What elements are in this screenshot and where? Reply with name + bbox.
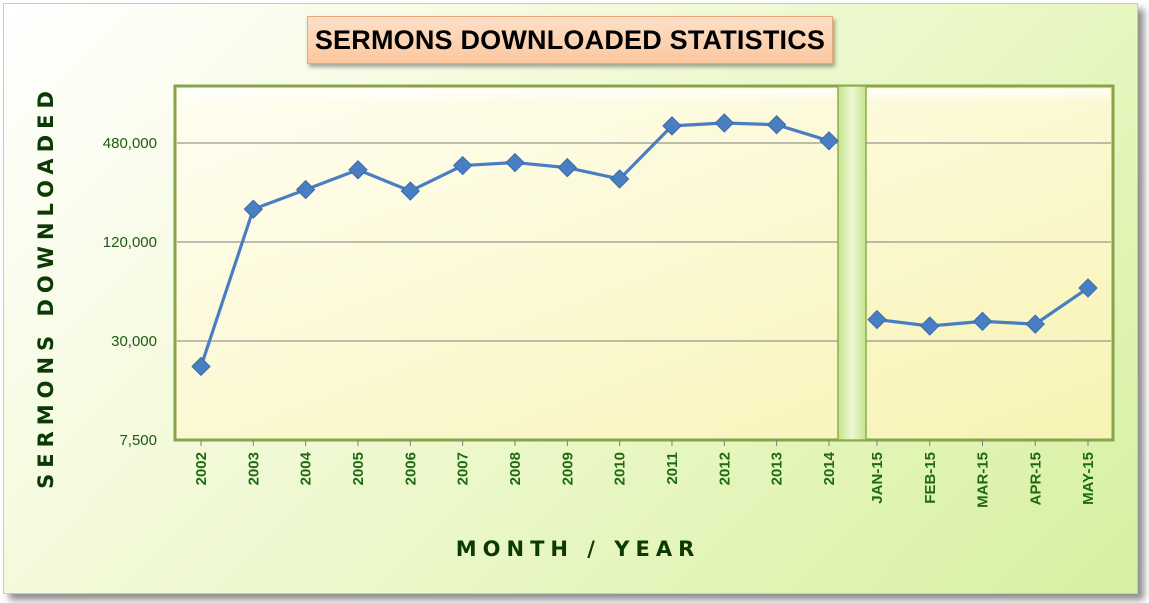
x-tick-label: 2011 [664, 452, 681, 485]
x-tick-label: 2002 [193, 452, 210, 485]
x-tick-label: APR-15 [1027, 452, 1044, 505]
y-tick-label: 120,000 [103, 234, 157, 251]
y-axis-title: SERMONS DOWNLOADED [34, 85, 58, 489]
data-point-marker [867, 309, 887, 330]
x-tick-label: MAR-15 [975, 452, 992, 508]
x-tick-label: JAN-15 [869, 452, 886, 504]
x-tick-label: 2008 [507, 452, 524, 485]
y-tick-label: 30,000 [111, 333, 157, 350]
x-tick-label: 2009 [559, 452, 576, 485]
y-tick-label: 480,000 [103, 135, 157, 152]
data-point-marker [819, 131, 839, 151]
data-point-marker [1025, 314, 1045, 334]
data-point-marker [191, 356, 211, 377]
x-tick-label: 2004 [298, 451, 315, 485]
gridlines [177, 142, 1111, 342]
data-point-marker [505, 152, 525, 173]
data-point-marker [609, 169, 630, 189]
y-tick-label: 7,500 [119, 432, 157, 449]
data-point-marker [920, 316, 940, 336]
data-point-marker [972, 311, 993, 332]
x-tick-label: 2005 [350, 452, 367, 485]
x-tick-label: 2014 [821, 451, 838, 485]
x-axis-title: MONTH / YEAR [456, 537, 701, 561]
data-point-marker [766, 115, 787, 135]
chart-title: SERMONS DOWNLOADED STATISTICS [307, 16, 833, 64]
panel-separator [837, 85, 867, 441]
data-point-marker [662, 116, 682, 136]
plot-area [173, 84, 1115, 442]
data-point-marker [295, 179, 316, 200]
x-tick-label: 2012 [716, 452, 733, 485]
x-tick-label: 2006 [402, 452, 419, 485]
x-tick-label: MAY-15 [1080, 452, 1097, 505]
data-point-marker [557, 157, 578, 178]
data-point-marker [400, 181, 421, 201]
x-tick-label: 2007 [455, 452, 472, 485]
x-tick-label: 2010 [612, 452, 629, 485]
x-axis-ticks: 2002 2003 2004 2005 2006 2007 2008 2009 2010 2011… [193, 440, 1097, 508]
data-point-marker [1078, 278, 1098, 298]
x-tick-label: 2013 [769, 452, 786, 485]
y-axis-ticks: 7,500 30,000 120,000 480,000 [103, 135, 157, 449]
series [191, 113, 1098, 377]
x-tick-label: 2003 [245, 452, 262, 485]
data-point-marker [452, 155, 473, 176]
data-point-marker [714, 113, 735, 133]
x-tick-label: FEB-15 [922, 452, 939, 504]
data-point-marker [243, 199, 264, 219]
data-point-marker [348, 160, 368, 180]
